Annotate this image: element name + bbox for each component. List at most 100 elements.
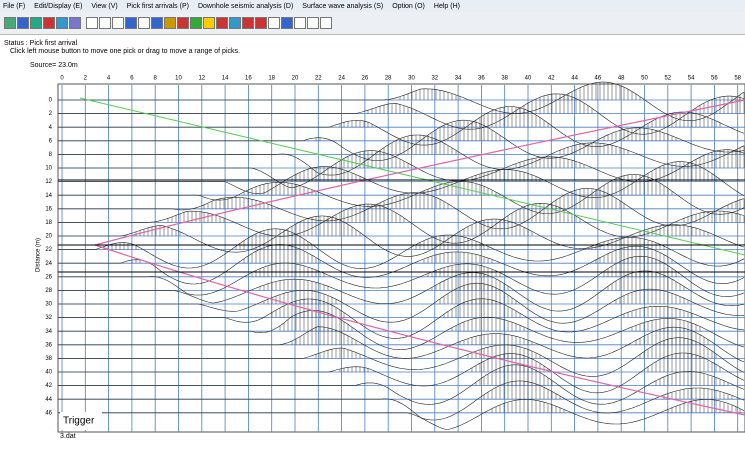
menu-item[interactable]: Option (O) <box>392 2 425 10</box>
x-tick-label: 20 <box>292 76 299 82</box>
tool-button[interactable] <box>281 17 293 29</box>
seismic-trace <box>58 310 745 351</box>
x-tick-label: 54 <box>688 76 695 82</box>
trace-fill <box>263 283 689 304</box>
menu-item[interactable]: Pick first arrivals (P) <box>126 2 189 10</box>
seismic-trace <box>58 106 745 147</box>
trace-fill <box>291 326 709 345</box>
trace-fill <box>279 310 701 332</box>
tool-button[interactable] <box>4 17 16 29</box>
pick-line-lower <box>94 244 745 416</box>
x-tick-label: 30 <box>408 76 415 82</box>
y-tick-label: 36 <box>45 342 52 348</box>
trace-fill <box>315 120 677 141</box>
y-tick-label: 38 <box>45 356 52 362</box>
tool-button[interactable] <box>151 17 163 29</box>
tool-button[interactable] <box>294 17 306 29</box>
seismic-trace <box>58 270 745 312</box>
menu-item[interactable]: View (V) <box>91 2 118 10</box>
y-tick-label: 40 <box>45 370 52 376</box>
pick-line-upper <box>94 99 745 246</box>
tool-button[interactable] <box>268 17 280 29</box>
menu-item[interactable]: Surface wave analysis (S) <box>302 2 384 10</box>
status-hint: Click left mouse button to move one pick… <box>10 48 240 55</box>
y-tick-label: 30 <box>45 302 52 308</box>
green-line <box>79 97 745 256</box>
tool-button[interactable] <box>203 17 215 29</box>
tool-button[interactable] <box>99 17 111 29</box>
tool-button[interactable] <box>242 17 254 29</box>
seismic-trace <box>58 326 745 363</box>
y-axis-label: Distance (m) <box>36 238 42 272</box>
x-tick-label: 4 <box>107 76 111 82</box>
tool-button[interactable] <box>138 17 150 29</box>
tool-button[interactable] <box>112 17 124 29</box>
x-tick-label: 28 <box>385 76 392 82</box>
source-label: Source= 23.0m <box>30 62 78 69</box>
menu-item[interactable]: Help (H) <box>433 2 460 10</box>
seismic-trace <box>58 282 745 324</box>
tool-button[interactable] <box>69 17 81 29</box>
y-tick-label: 16 <box>45 206 52 212</box>
tool-button[interactable] <box>17 17 29 29</box>
trace-fill <box>483 380 733 400</box>
x-tick-label: 52 <box>664 76 671 82</box>
seismic-trace <box>58 174 745 215</box>
y-tick-label: 24 <box>45 261 52 267</box>
tool-button[interactable] <box>177 17 189 29</box>
x-tick-label: 50 <box>641 76 648 82</box>
seismic-trace <box>58 255 745 297</box>
seismic-trace <box>58 215 745 257</box>
tool-button[interactable] <box>255 17 267 29</box>
menu-item[interactable]: Edit/Display (E) <box>34 2 83 10</box>
menu-item[interactable]: File (F) <box>3 2 26 10</box>
tool-button[interactable] <box>229 17 241 29</box>
tool-button[interactable] <box>125 17 137 29</box>
tool-button[interactable] <box>216 17 228 29</box>
x-tick-label: 8 <box>154 76 158 82</box>
y-tick-label: 32 <box>45 315 52 321</box>
seismic-trace <box>58 93 745 135</box>
tool-button[interactable] <box>86 17 98 29</box>
y-tick-label: 42 <box>45 383 52 389</box>
x-tick-label: 14 <box>222 76 229 82</box>
trigger-box <box>60 412 102 430</box>
y-tick-label: 20 <box>45 234 52 240</box>
trace-fill <box>131 244 673 264</box>
seismic-trace <box>58 188 745 230</box>
trace-fill <box>271 298 693 318</box>
y-tick-label: 12 <box>45 179 52 185</box>
x-tick-label: 12 <box>198 76 205 82</box>
menu-item[interactable]: Downhole seismic analysis (D) <box>197 2 294 10</box>
trace-fill <box>335 149 745 168</box>
tool-button[interactable] <box>190 17 202 29</box>
x-tick-label: 56 <box>711 76 718 82</box>
trace-fill <box>315 337 717 359</box>
toolbar <box>0 12 745 35</box>
x-tick-label: 44 <box>571 76 578 82</box>
x-tick-label: 40 <box>525 76 532 82</box>
seismic-trace <box>58 380 745 421</box>
tool-button[interactable] <box>320 17 332 29</box>
tool-button[interactable] <box>164 17 176 29</box>
tool-button[interactable] <box>307 17 319 29</box>
trace-fill <box>475 364 729 386</box>
seismic-trace <box>58 81 745 121</box>
x-tick-label: 34 <box>455 76 462 82</box>
status-title: Status : Pick first arrival <box>4 40 78 47</box>
seismic-trace <box>58 364 745 405</box>
x-tick-label: 18 <box>268 76 275 82</box>
y-tick-label: 34 <box>45 329 52 335</box>
y-tick-label: 22 <box>45 247 52 253</box>
x-tick-label: 22 <box>315 76 322 82</box>
seismic-trace <box>58 399 745 430</box>
x-tick-label: 24 <box>338 76 345 82</box>
seismic-trace <box>58 161 745 199</box>
trace-fill <box>259 270 685 291</box>
tool-button[interactable] <box>30 17 42 29</box>
y-tick-label: 46 <box>45 410 52 416</box>
seismic-trace <box>58 337 745 377</box>
tool-button[interactable] <box>56 17 68 29</box>
x-tick-label: 16 <box>245 76 252 82</box>
tool-button[interactable] <box>43 17 55 29</box>
